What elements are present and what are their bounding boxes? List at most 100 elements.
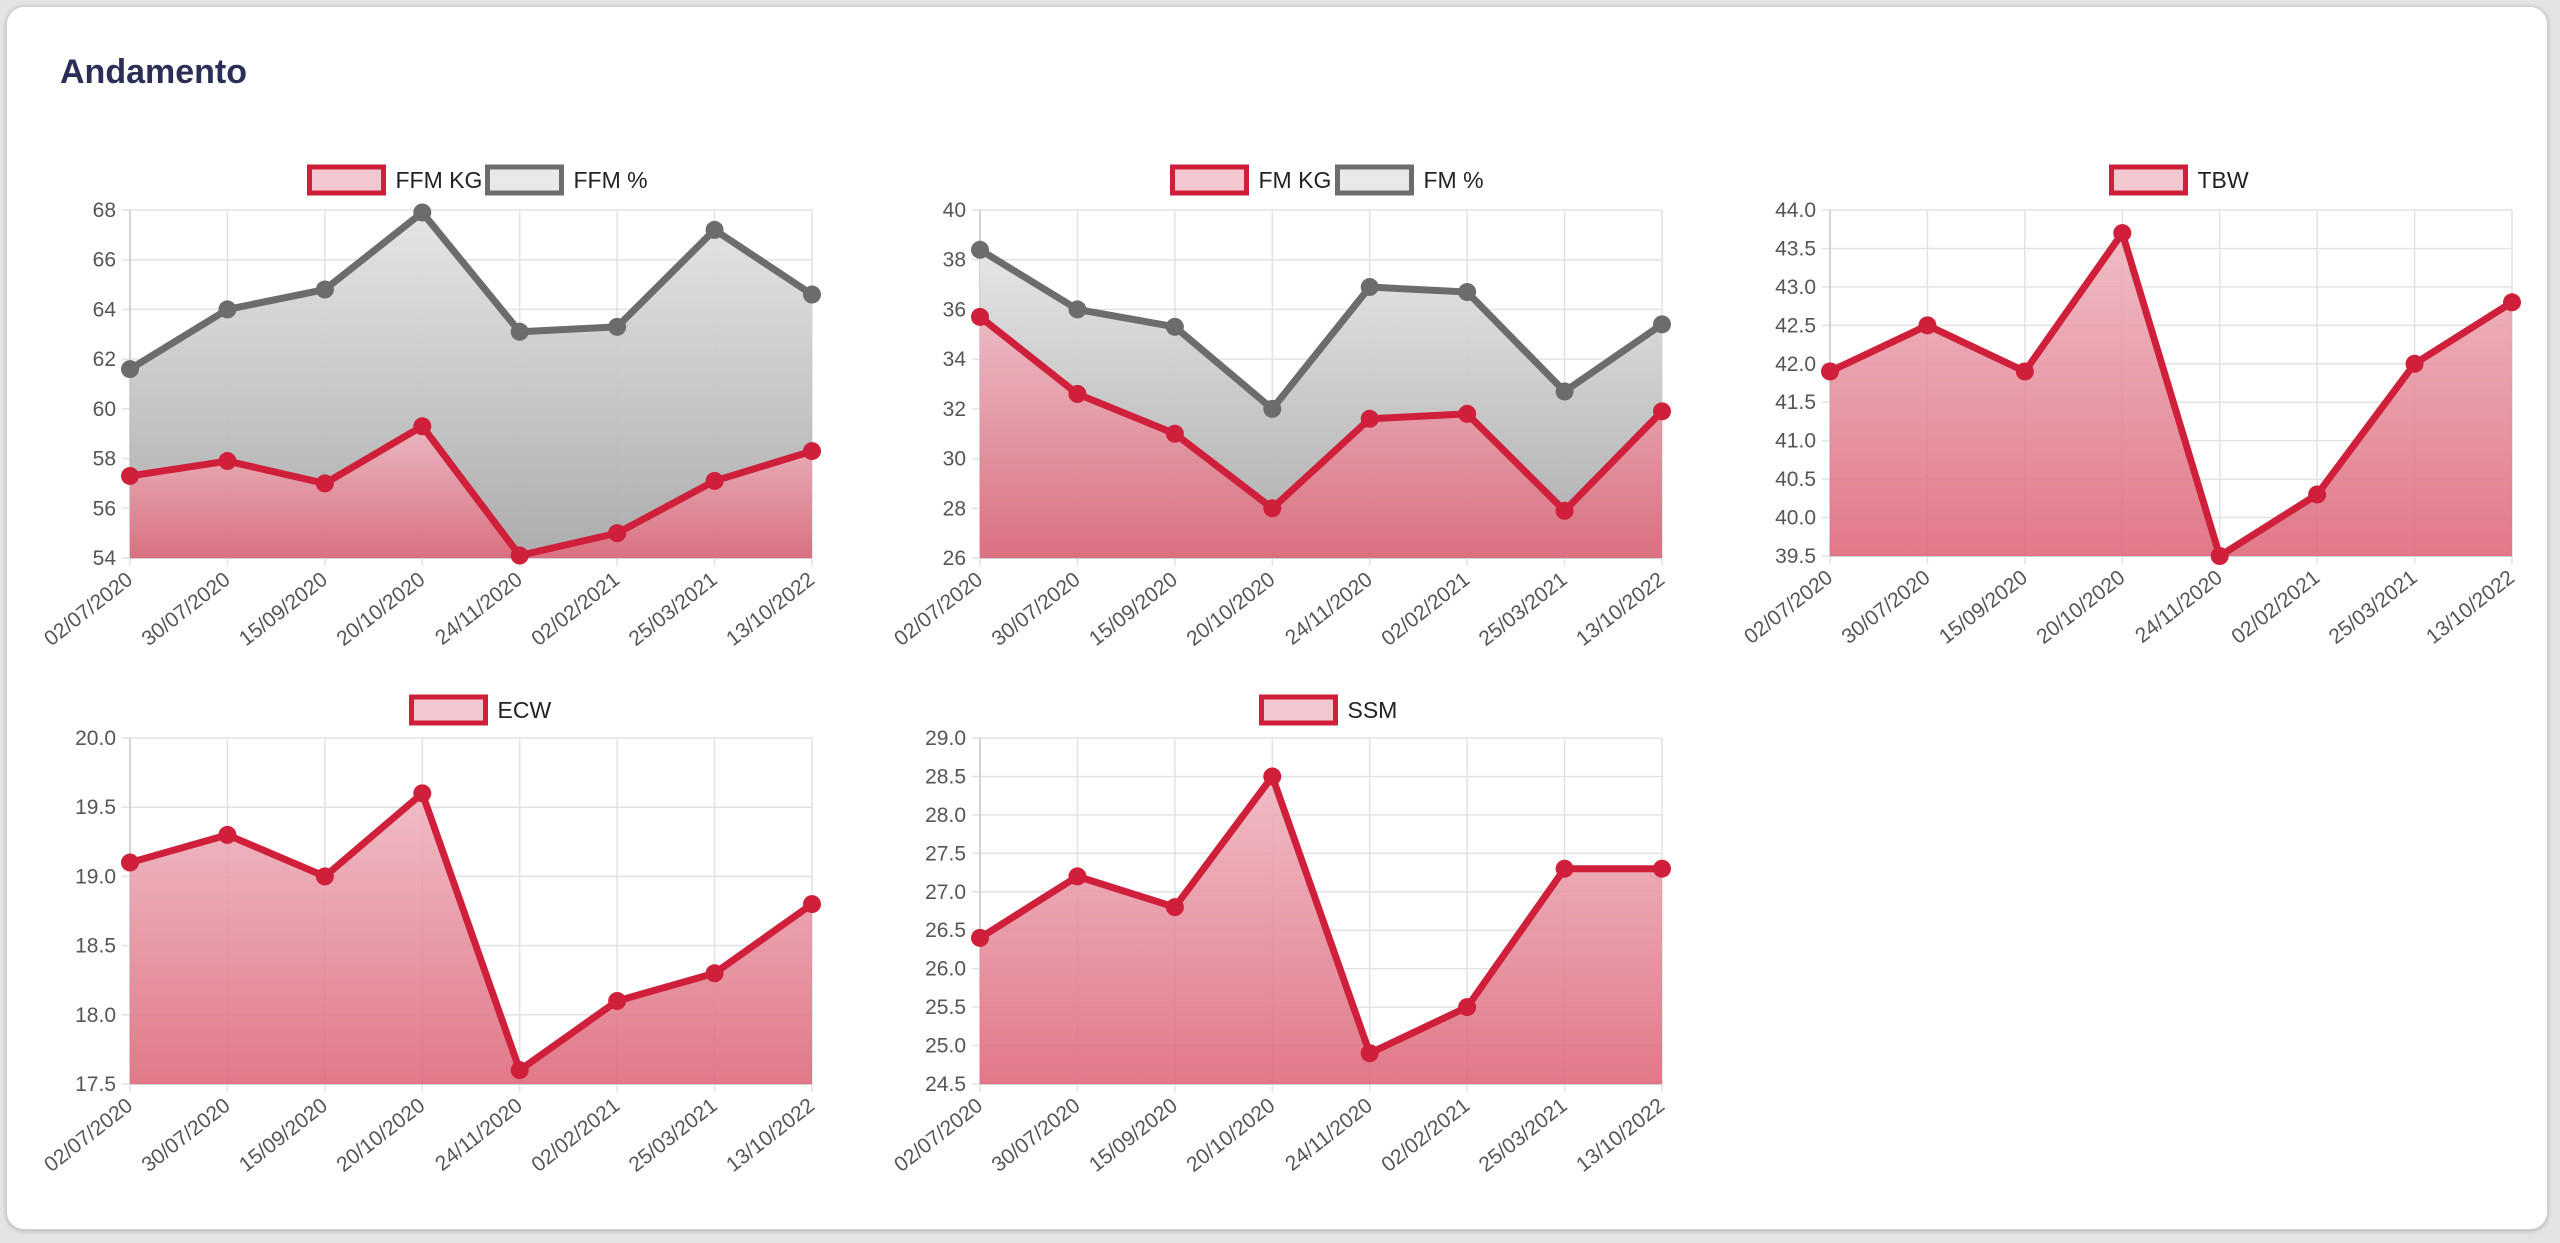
data-point[interactable]: [510, 546, 529, 565]
y-tick-label: 26.5: [925, 919, 966, 942]
y-tick-label: 66: [93, 249, 116, 272]
x-tick-label: 15/09/2020: [1085, 1094, 1182, 1177]
legend-item[interactable]: FFM KG: [307, 164, 483, 196]
data-point[interactable]: [121, 853, 139, 872]
data-point[interactable]: [121, 466, 139, 485]
x-tick-label: 02/07/2020: [1740, 566, 1837, 649]
data-point[interactable]: [1263, 399, 1282, 418]
legend-label: FM %: [1424, 167, 1484, 193]
data-point[interactable]: [1263, 767, 1282, 786]
legend-item[interactable]: TBW: [2109, 164, 2249, 196]
data-point[interactable]: [1458, 283, 1477, 302]
data-point[interactable]: [510, 1061, 529, 1080]
data-point[interactable]: [1165, 898, 1184, 917]
data-point[interactable]: [1068, 384, 1087, 403]
data-point[interactable]: [803, 895, 821, 914]
data-point[interactable]: [803, 285, 821, 304]
data-point[interactable]: [2210, 547, 2229, 565]
data-point[interactable]: [1360, 278, 1379, 297]
x-tick-label: 02/07/2020: [40, 568, 137, 651]
series-area: [130, 212, 812, 558]
data-point[interactable]: [1555, 382, 1574, 401]
data-point[interactable]: [705, 471, 724, 490]
data-point[interactable]: [413, 417, 432, 436]
data-point[interactable]: [1555, 859, 1574, 878]
data-point[interactable]: [1653, 859, 1671, 878]
data-point[interactable]: [971, 240, 989, 259]
x-tick-label: 30/07/2020: [988, 1094, 1085, 1177]
x-tick-label: 02/02/2021: [1377, 568, 1474, 651]
data-point[interactable]: [1068, 300, 1087, 319]
series-line: [128, 208, 814, 373]
data-point[interactable]: [413, 203, 432, 222]
legend-label: ECW: [498, 697, 552, 723]
legend-swatch: [2109, 164, 2188, 196]
y-tick-label: 28.5: [925, 765, 966, 788]
y-tick-label: 54: [93, 547, 117, 570]
data-point[interactable]: [2405, 354, 2424, 373]
data-point[interactable]: [315, 867, 334, 886]
data-point[interactable]: [971, 928, 989, 947]
series-line: [129, 422, 814, 560]
y-tick-label: 32: [943, 398, 966, 421]
data-point[interactable]: [315, 280, 334, 299]
data-point[interactable]: [413, 784, 432, 803]
y-tick-label: 18.0: [75, 1004, 116, 1027]
data-point[interactable]: [2015, 362, 2034, 381]
data-point[interactable]: [510, 322, 529, 341]
data-point[interactable]: [705, 220, 724, 239]
legend-item[interactable]: ECW: [409, 694, 552, 726]
data-point[interactable]: [1068, 867, 1087, 886]
y-tick-label: 17.5: [75, 1073, 116, 1096]
data-point[interactable]: [1360, 1044, 1379, 1063]
x-tick-label: 02/07/2020: [40, 1094, 137, 1177]
data-point[interactable]: [608, 991, 627, 1010]
y-tick-label: 39.5: [1775, 545, 1816, 568]
data-point[interactable]: [2503, 293, 2521, 312]
x-tick-label: 13/10/2022: [722, 1094, 819, 1177]
data-point[interactable]: [1263, 499, 1282, 518]
y-tick-label: 41.5: [1775, 391, 1816, 414]
data-point[interactable]: [2308, 485, 2327, 504]
data-point[interactable]: [1653, 315, 1671, 334]
data-point[interactable]: [608, 524, 627, 543]
y-tick-label: 62: [93, 348, 116, 371]
y-tick-label: 26.0: [925, 958, 966, 981]
data-point[interactable]: [2113, 224, 2132, 243]
data-point[interactable]: [608, 317, 627, 336]
data-point[interactable]: [1458, 404, 1477, 423]
data-point[interactable]: [1555, 501, 1574, 520]
y-tick-label: 25.0: [925, 1035, 966, 1058]
chart-ssm: 29.0 28.5 28.0 27.5 27.0 26.5 26.0 25.5 25.0 24.5…: [890, 694, 1671, 1177]
data-point[interactable]: [1653, 402, 1671, 421]
legend-swatch: [1259, 694, 1338, 726]
data-point[interactable]: [315, 474, 334, 493]
data-point[interactable]: [971, 307, 989, 326]
data-point[interactable]: [1918, 316, 1937, 335]
y-tick-label: 43.0: [1775, 276, 1816, 299]
y-tick-label: 29.0: [925, 727, 966, 750]
legend-item[interactable]: FM %: [1335, 164, 1484, 196]
data-point[interactable]: [218, 300, 237, 319]
data-point[interactable]: [218, 825, 237, 844]
x-tick-label: 30/07/2020: [1838, 566, 1935, 649]
data-point[interactable]: [218, 452, 237, 471]
data-point[interactable]: [1458, 998, 1477, 1017]
data-point[interactable]: [1165, 317, 1184, 336]
data-point[interactable]: [705, 964, 724, 983]
data-point[interactable]: [1360, 409, 1379, 428]
legend-item[interactable]: FM KG: [1170, 164, 1332, 196]
legend-item[interactable]: FFM %: [485, 164, 648, 196]
y-tick-label: 30: [943, 448, 966, 471]
y-tick-label: 60: [93, 398, 116, 421]
data-point[interactable]: [803, 442, 821, 461]
y-tick-label: 27.0: [925, 881, 966, 904]
data-point[interactable]: [1165, 424, 1184, 443]
x-tick-label: 20/10/2020: [1182, 568, 1279, 651]
y-tick-label: 19.5: [75, 796, 116, 819]
data-point[interactable]: [1821, 362, 1839, 381]
data-point[interactable]: [121, 360, 139, 379]
legend-item[interactable]: SSM: [1259, 694, 1398, 726]
x-tick-label: 15/09/2020: [235, 1094, 332, 1177]
